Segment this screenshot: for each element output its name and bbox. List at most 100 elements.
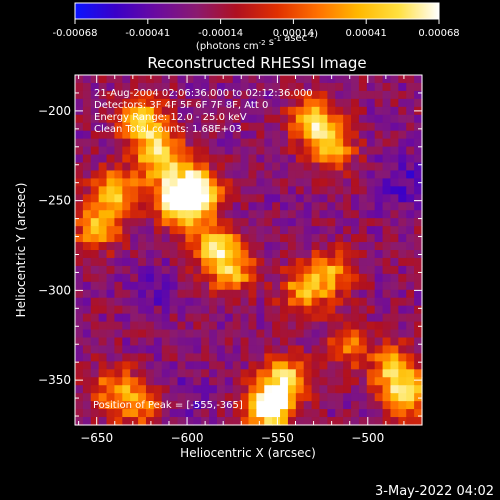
heatmap-cell (82, 178, 92, 187)
heatmap-cell (201, 146, 210, 156)
heatmap-cell (90, 154, 100, 164)
heatmap-cell (232, 401, 242, 410)
heatmap-cell (264, 202, 273, 211)
heatmap-cell (264, 369, 273, 378)
heatmap-cell (398, 122, 407, 132)
heatmap-cell (82, 250, 92, 259)
heatmap-cell (319, 75, 328, 84)
heatmap-cell (240, 281, 250, 291)
heatmap-cell (327, 385, 336, 394)
heatmap-cell (366, 122, 376, 132)
heatmap-cell (414, 162, 423, 172)
heatmap-cell (343, 361, 352, 370)
heatmap-cell (224, 329, 234, 339)
heatmap-cell (414, 385, 423, 394)
heatmap-cell (82, 114, 92, 124)
heatmap-cell (303, 369, 313, 378)
heatmap-cell (295, 226, 305, 235)
heatmap-cell (106, 122, 116, 132)
x-tick-label: −500 (351, 431, 384, 445)
heatmap-cell (351, 130, 360, 140)
heatmap-cell (240, 130, 250, 140)
heatmap-cell (193, 250, 202, 259)
heatmap-cell (343, 98, 352, 108)
colorbar-tick-label: 0.00014 (273, 28, 314, 39)
heatmap-cell (295, 194, 305, 203)
heatmap-cell (366, 417, 376, 426)
heatmap-cell (382, 234, 392, 243)
heatmap-cell (153, 337, 163, 347)
heatmap-cell (343, 337, 352, 347)
heatmap-cell (351, 234, 360, 243)
heatmap-cell (256, 409, 265, 418)
heatmap-cell (311, 82, 321, 92)
heatmap-cell (248, 186, 257, 195)
heatmap-cell (335, 329, 344, 339)
heatmap-cell (287, 202, 297, 211)
heatmap-cell (295, 289, 305, 299)
heatmap-cell (343, 114, 352, 124)
heatmap-cell (358, 170, 368, 179)
heatmap-cell (177, 122, 187, 132)
heatmap-cell (351, 401, 360, 410)
heatmap-cell (82, 329, 92, 339)
heatmap-cell (114, 146, 123, 156)
heatmap-cell (122, 170, 131, 179)
heatmap-cell (406, 114, 415, 124)
heatmap-cell (248, 90, 257, 100)
heatmap-cell (138, 122, 147, 132)
heatmap-cell (153, 186, 163, 195)
heatmap-cell (414, 210, 423, 219)
heatmap-cell (382, 361, 392, 370)
heatmap-cell (256, 242, 265, 251)
heatmap-cell (264, 234, 273, 243)
heatmap-cell (343, 218, 352, 227)
heatmap-cell (343, 321, 352, 331)
heatmap-cell (374, 273, 384, 283)
heatmap-cell (264, 75, 273, 84)
heatmap-cell (114, 401, 123, 410)
heatmap-cell (264, 178, 273, 187)
heatmap-cell (248, 162, 257, 172)
heatmap-cell (374, 345, 384, 354)
heatmap-cell (153, 98, 163, 108)
heatmap-cell (201, 154, 210, 164)
heatmap-cell (398, 377, 407, 386)
heatmap-cell (295, 305, 305, 315)
heatmap-cell (335, 90, 344, 100)
heatmap-cell (138, 178, 147, 187)
heatmap-cell (343, 82, 352, 92)
heatmap-cell (398, 242, 407, 251)
y-tick-label: −350 (38, 373, 71, 387)
heatmap-cell (232, 75, 242, 84)
heatmap-cell (193, 98, 202, 108)
heatmap-cell (327, 130, 336, 140)
heatmap-cell (122, 242, 131, 251)
heatmap-cell (138, 321, 147, 331)
heatmap-cell (201, 162, 210, 172)
heatmap-cell (161, 154, 171, 164)
heatmap-cell (272, 329, 281, 339)
heatmap-cell (153, 202, 163, 211)
heatmap-cell (382, 186, 392, 195)
heatmap-cell (398, 106, 407, 116)
heatmap-cell (366, 353, 376, 362)
heatmap-cell (114, 202, 123, 211)
heatmap-cell (366, 321, 376, 331)
heatmap-cell (374, 170, 384, 179)
heatmap-cell (153, 273, 163, 283)
heatmap-cell (374, 162, 384, 172)
heatmap-cell (406, 273, 415, 283)
heatmap-cell (185, 305, 194, 315)
heatmap-cell (153, 345, 163, 354)
heatmap-cell (406, 337, 415, 347)
heatmap-cell (390, 218, 399, 227)
heatmap-cell (122, 401, 131, 410)
heatmap-cell (406, 186, 415, 195)
heatmap-cell (280, 130, 289, 140)
heatmap-cell (82, 297, 92, 307)
heatmap-cell (256, 321, 265, 331)
heatmap-cell (264, 98, 273, 108)
heatmap-cell (90, 250, 100, 259)
heatmap-cell (216, 297, 226, 307)
